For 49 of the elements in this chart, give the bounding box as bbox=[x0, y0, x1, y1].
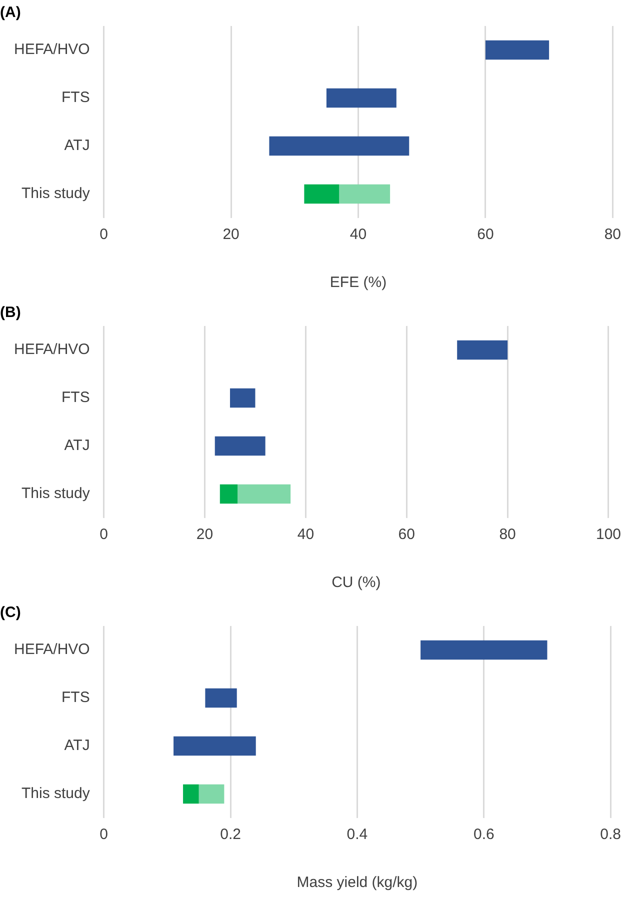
x-tick-label: 40 bbox=[350, 226, 367, 244]
bar bbox=[238, 484, 291, 504]
x-tick-label: 20 bbox=[222, 226, 240, 244]
x-tick-label: 80 bbox=[604, 226, 621, 244]
x-tick-label: 0.4 bbox=[346, 826, 368, 844]
y-tick-label: ATJ bbox=[64, 137, 90, 154]
x-axis-title: EFE (%) bbox=[330, 274, 387, 292]
bar bbox=[457, 340, 508, 360]
y-tick-label: HEFA/HVO bbox=[14, 341, 90, 358]
bar bbox=[198, 784, 224, 804]
chart-title: (A) bbox=[0, 4, 21, 22]
bar bbox=[420, 640, 548, 660]
bar bbox=[326, 88, 396, 108]
bar bbox=[220, 484, 238, 504]
x-tick-label: 0 bbox=[100, 526, 108, 544]
x-axis-title: Mass yield (kg/kg) bbox=[296, 874, 418, 892]
y-tick-label: FTS bbox=[62, 89, 90, 106]
x-tick-label: 0.8 bbox=[600, 826, 622, 844]
y-tick-label: ATJ bbox=[64, 737, 90, 754]
bar bbox=[485, 40, 550, 60]
chart-title: (C) bbox=[0, 604, 21, 622]
x-tick-label: 60 bbox=[398, 526, 415, 544]
x-tick-label: 20 bbox=[196, 526, 214, 544]
x-tick-label: 60 bbox=[477, 226, 494, 244]
x-tick-label: 0 bbox=[100, 226, 108, 244]
bar bbox=[269, 136, 410, 156]
chart-title: (B) bbox=[0, 304, 21, 322]
bar bbox=[339, 184, 390, 204]
x-tick-label: 0.6 bbox=[473, 826, 494, 844]
x-tick-label: 0 bbox=[100, 826, 108, 844]
y-tick-label: This study bbox=[21, 785, 90, 802]
x-tick-label: 100 bbox=[596, 526, 621, 544]
bar bbox=[304, 184, 340, 204]
x-tick-label: 40 bbox=[297, 526, 314, 544]
y-tick-label: HEFA/HVO bbox=[14, 641, 90, 658]
x-tick-label: 80 bbox=[499, 526, 516, 544]
y-tick-label: FTS bbox=[62, 689, 90, 706]
y-tick-label: HEFA/HVO bbox=[14, 41, 90, 58]
bar bbox=[183, 784, 199, 804]
bar bbox=[230, 388, 256, 408]
bar bbox=[205, 688, 237, 708]
y-tick-label: FTS bbox=[62, 389, 90, 406]
x-axis-title: CU (%) bbox=[332, 574, 381, 592]
y-tick-label: This study bbox=[21, 485, 90, 502]
x-tick-label: 0.2 bbox=[220, 826, 241, 844]
bar bbox=[214, 436, 266, 456]
bar bbox=[174, 736, 256, 756]
y-tick-label: ATJ bbox=[64, 437, 90, 454]
y-tick-label: This study bbox=[21, 185, 90, 202]
